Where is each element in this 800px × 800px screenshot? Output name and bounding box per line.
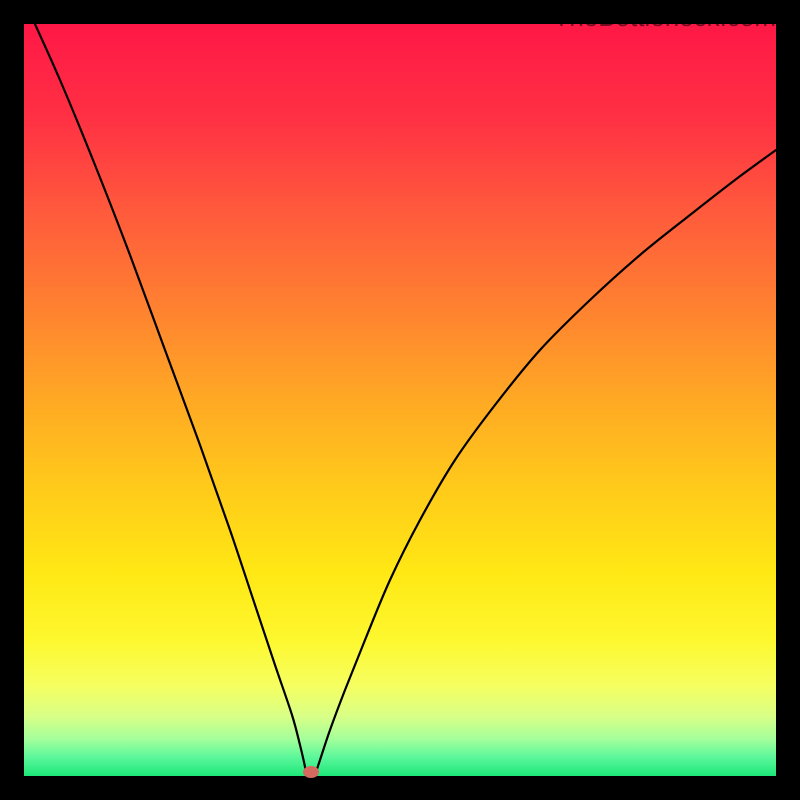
background-gradient: [0, 0, 800, 800]
border-left: [0, 0, 24, 800]
chart-container: TheBottleneck.com: [0, 0, 800, 800]
watermark-text: TheBottleneck.com: [553, 2, 776, 33]
border-right: [776, 0, 800, 800]
border-bottom: [0, 776, 800, 800]
